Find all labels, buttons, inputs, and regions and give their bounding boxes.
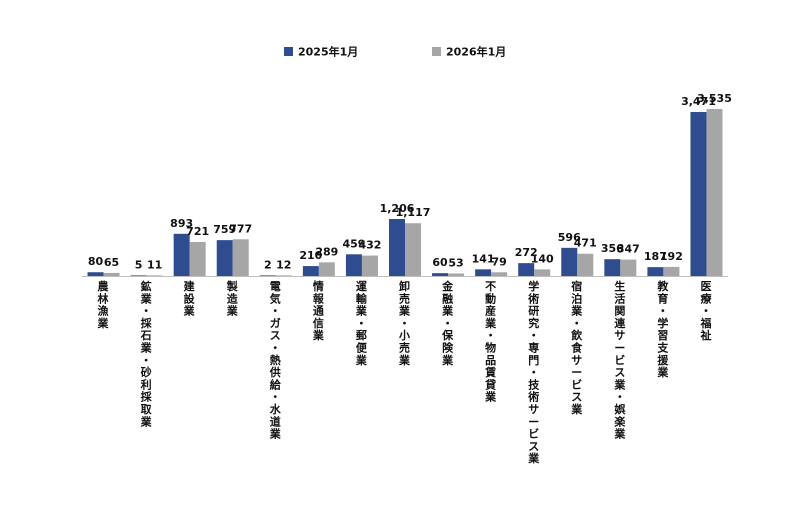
- data-label-series2-9: 79: [491, 255, 506, 268]
- bar-series1-14: [690, 112, 707, 277]
- bar-series2-6: [361, 255, 378, 276]
- bar-series2-9: [491, 272, 508, 276]
- data-label-series2-5: 289: [315, 245, 338, 258]
- category-label-3: 製造業: [226, 279, 239, 318]
- legend-label-2: 2026年1月: [446, 45, 506, 59]
- bar-series2-8: [448, 273, 465, 276]
- legend-swatch-2: [432, 47, 441, 56]
- data-label-series2-10: 140: [531, 252, 554, 265]
- bar-series2-14: [706, 109, 723, 276]
- legend-label-1: 2025年1月: [298, 45, 358, 59]
- data-label-series1-13: 187: [644, 250, 667, 263]
- legend-swatch-1: [284, 47, 293, 56]
- category-label-9: 不動産業・物品賃貸業: [484, 280, 497, 404]
- data-label-series1-11: 596: [558, 231, 581, 244]
- category-label-2: 建設業: [183, 279, 196, 318]
- data-label-series2-3: 777: [229, 222, 252, 235]
- category-label-14: 医療・福祉: [699, 280, 712, 342]
- data-label-series2-7: 1,117: [396, 206, 431, 219]
- bar-series1-6: [345, 254, 362, 276]
- category-label-0: 農林漁業: [97, 279, 110, 330]
- data-label-series2-8: 53: [448, 256, 463, 269]
- category-label-5: 情報通信業: [312, 279, 325, 342]
- bar-series1-1: [130, 275, 147, 276]
- data-label-series1-14: 3,471: [681, 95, 716, 108]
- bar-series1-0: [87, 272, 104, 276]
- category-label-6: 運輸業・郵便業: [355, 280, 368, 367]
- bar-series2-13: [663, 266, 680, 276]
- bar-series1-3: [216, 240, 233, 276]
- bar-series2-2: [189, 241, 206, 276]
- bar-series1-12: [604, 259, 621, 276]
- data-label-series1-9: 141: [472, 252, 495, 265]
- bar-series1-13: [647, 267, 664, 276]
- bar-series2-7: [405, 223, 421, 276]
- bar-series2-10: [534, 269, 551, 276]
- data-label-series1-2: 893: [170, 217, 193, 230]
- data-label-series2-4: 12: [276, 258, 291, 271]
- data-label-series1-6: 459: [342, 237, 365, 250]
- bar-series2-0: [103, 272, 120, 276]
- bar-series2-3: [232, 239, 249, 276]
- category-label-10: 学術研究・専門・技術サービス業: [527, 279, 540, 465]
- data-label-series1-4: 2: [264, 258, 272, 271]
- bar-series2-12: [620, 259, 637, 276]
- data-label-series2-11: 471: [574, 237, 597, 250]
- category-label-7: 卸売業・小売業: [398, 279, 411, 367]
- bar-series2-5: [318, 262, 335, 276]
- data-label-series2-13: 192: [660, 250, 683, 263]
- bar-series1-7: [389, 219, 405, 276]
- data-label-series1-1: 5: [135, 258, 143, 271]
- data-label-series1-12: 356: [601, 242, 624, 255]
- bar-series1-9: [475, 269, 492, 276]
- data-label-series2-2: 721: [186, 225, 209, 238]
- bars: [87, 109, 723, 277]
- bar-series2-11: [577, 253, 594, 276]
- category-label-1: 鉱業・採石業・砂利採取業: [140, 279, 153, 428]
- category-label-13: 教育・学習支援業: [656, 279, 669, 379]
- data-label-series1-3: 759: [213, 223, 236, 236]
- data-label-series1-5: 210: [299, 249, 322, 262]
- bar-series1-2: [173, 233, 190, 276]
- data-label-series2-12: 347: [617, 243, 640, 256]
- data-label-series1-0: 80: [88, 255, 104, 268]
- data-label-series2-14: 3,535: [697, 92, 732, 105]
- data-label-series1-8: 60: [432, 256, 448, 269]
- category-label-8: 金融業・保険業: [441, 279, 454, 367]
- category-label-12: 生活関連サービス業・娯楽業: [613, 279, 626, 441]
- data-label-series2-1: 11: [147, 258, 162, 271]
- data-label-series2-6: 432: [358, 239, 381, 252]
- bar-series1-4: [259, 275, 276, 276]
- category-label-4: 電気・ガス・熱供給・水道業: [269, 280, 282, 441]
- bar-series1-8: [432, 273, 449, 276]
- data-label-series2-0: 65: [104, 256, 119, 269]
- data-label-series1-10: 272: [515, 246, 538, 259]
- bar-series2-4: [275, 275, 292, 276]
- category-labels: 農林漁業 鉱業・採石業・砂利採取業 建設業 製造業 電気・ガス・熱供給・水道業 情報通信業…: [97, 279, 713, 465]
- category-label-11: 宿泊業・飲食サービス業: [570, 279, 583, 416]
- legend: 2025年1月 2026年1月: [284, 45, 506, 59]
- bar-series2-1: [146, 275, 163, 276]
- bar-series1-11: [561, 247, 578, 276]
- data-label-series1-7: 1,206: [380, 202, 415, 215]
- bar-series1-5: [302, 266, 319, 276]
- bar-series1-10: [518, 263, 535, 276]
